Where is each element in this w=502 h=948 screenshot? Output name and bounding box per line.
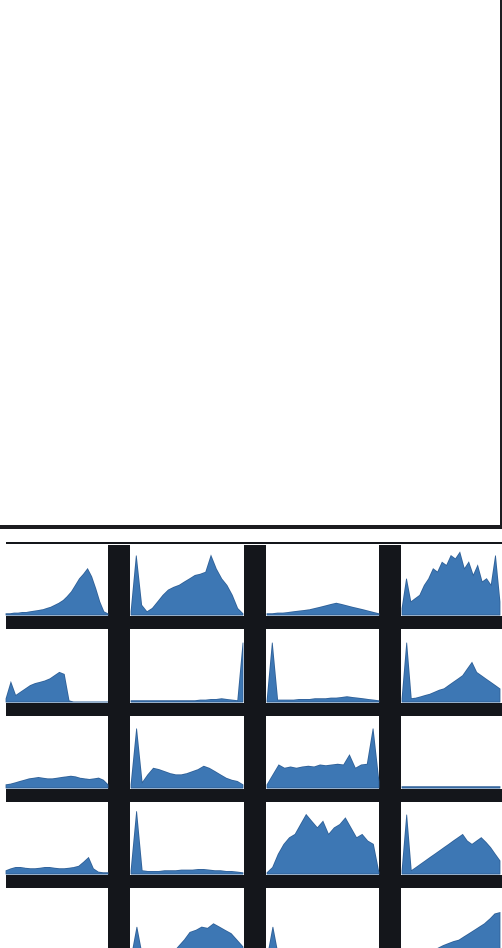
histogram-panel-r2-c0 xyxy=(6,718,108,788)
frame-row-2 xyxy=(6,789,502,802)
frame-row-3 xyxy=(6,875,502,888)
histogram-panel-r1-c2 xyxy=(267,632,379,702)
histogram-panel-r4-c0 xyxy=(6,890,108,948)
histogram-panel-r0-c2 xyxy=(267,545,379,615)
histogram-panel-r3-c0 xyxy=(6,804,108,874)
histogram-panel-r3-c1 xyxy=(131,804,243,874)
histogram-panel-r2-c3 xyxy=(402,718,500,788)
blank-canvas xyxy=(0,0,502,525)
histogram-panel-r4-c2 xyxy=(267,890,379,948)
histogram-grid xyxy=(0,537,502,948)
histogram-grid-svg xyxy=(0,537,502,948)
frame-row-1 xyxy=(6,703,502,716)
histogram-panel-r1-c1 xyxy=(131,632,243,702)
panel-divider xyxy=(0,525,502,529)
frame-row-0 xyxy=(6,616,502,629)
